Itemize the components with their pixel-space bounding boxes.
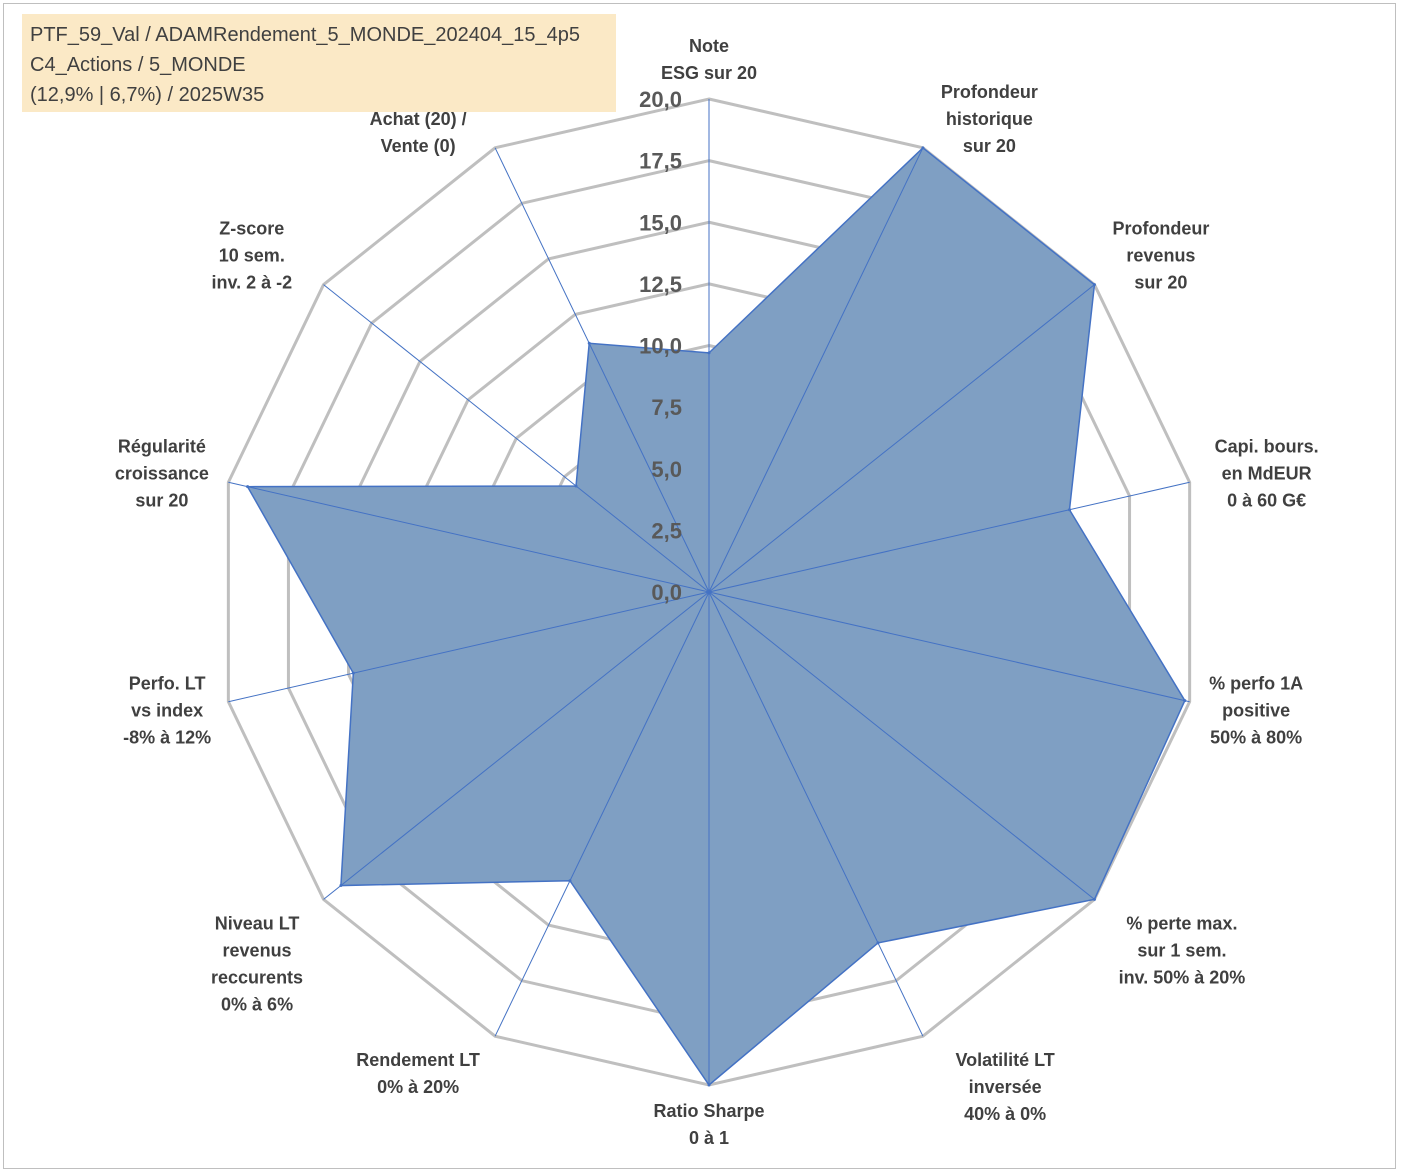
tick-label: 5,0: [651, 457, 682, 482]
portfolio-stats: (12,9% | 6,7%) / 2025W35: [30, 84, 265, 106]
axis-label: % perte max. sur 1 sem. inv. 50% à 20%: [1119, 913, 1246, 987]
series-layer: [228, 99, 1190, 1087]
axis-label: Profondeur revenus sur 20: [1112, 219, 1209, 293]
portfolio-category: C4_Actions / 5_MONDE: [30, 54, 246, 76]
axis-spoke: [708, 591, 1095, 900]
data-point: [1092, 283, 1096, 287]
axis-spoke: [228, 591, 710, 703]
axis-label: Z-score 10 sem. inv. 2 à -2: [211, 219, 292, 293]
data-point: [707, 351, 711, 355]
axis-spoke: [323, 591, 710, 900]
data-point: [876, 941, 880, 945]
axis-label: % perfo 1A positive 50% à 80%: [1209, 674, 1303, 748]
axis-label: Rendement LT 0% à 20%: [356, 1050, 480, 1097]
axis-label: Ratio Sharpe 0 à 1: [653, 1101, 764, 1148]
tick-label: 0,0: [651, 580, 682, 605]
data-point: [351, 671, 355, 675]
axis-spoke: [228, 481, 710, 593]
portfolio-title: PTF_59_Val / ADAMRendement_5_MONDE_20240…: [30, 24, 580, 46]
axis-label: Profondeur historique sur 20: [941, 82, 1038, 156]
axis-spoke: [708, 591, 1190, 703]
data-point: [339, 884, 343, 888]
data-point: [1183, 699, 1187, 703]
axis-spoke: [708, 481, 1190, 593]
axis-label: Capi. bours. en MdEUR 0 à 60 G€: [1215, 436, 1319, 510]
data-point: [568, 879, 572, 883]
axis-spoke: [494, 591, 710, 1037]
axis-spoke: [494, 147, 710, 593]
axis-label: Niveau LT revenus reccurents 0% à 6%: [211, 913, 303, 1014]
series-area: [246, 146, 1186, 1087]
tick-label: 20,0: [639, 87, 682, 112]
data-point: [707, 1083, 711, 1087]
data-point: [246, 485, 250, 489]
axis-spoke: [708, 147, 924, 593]
axis-label: Volatilité LT inversée 40% à 0%: [955, 1050, 1054, 1124]
chart-frame: [3, 3, 1396, 1169]
portfolio-info-box: PTF_59_Val / ADAMRendement_5_MONDE_20240…: [22, 14, 616, 112]
axis-label: Perfo. LT vs index -8% à 12%: [123, 674, 211, 748]
tick-layer: 0,0 2,5 5,0 7,5 10,0 12,5 15,0 17,5 20,0: [639, 87, 682, 605]
axis-label: Régularité croissance sur 20: [115, 436, 209, 510]
tick-label: 10,0: [639, 334, 682, 359]
axis-label: Note ESG sur 20: [661, 36, 757, 83]
tick-label: 2,5: [651, 518, 682, 543]
tick-label: 15,0: [639, 210, 682, 235]
tick-label: 7,5: [651, 395, 682, 420]
data-point: [574, 484, 578, 488]
data-point: [921, 146, 925, 150]
data-point: [1067, 508, 1071, 512]
axis-spoke: [708, 284, 1095, 593]
data-point: [1092, 897, 1096, 901]
axis-spoke: [708, 591, 924, 1037]
axis-spoke: [323, 284, 710, 593]
tick-label: 12,5: [639, 272, 682, 297]
data-point: [587, 341, 591, 345]
tick-label: 17,5: [639, 149, 682, 174]
